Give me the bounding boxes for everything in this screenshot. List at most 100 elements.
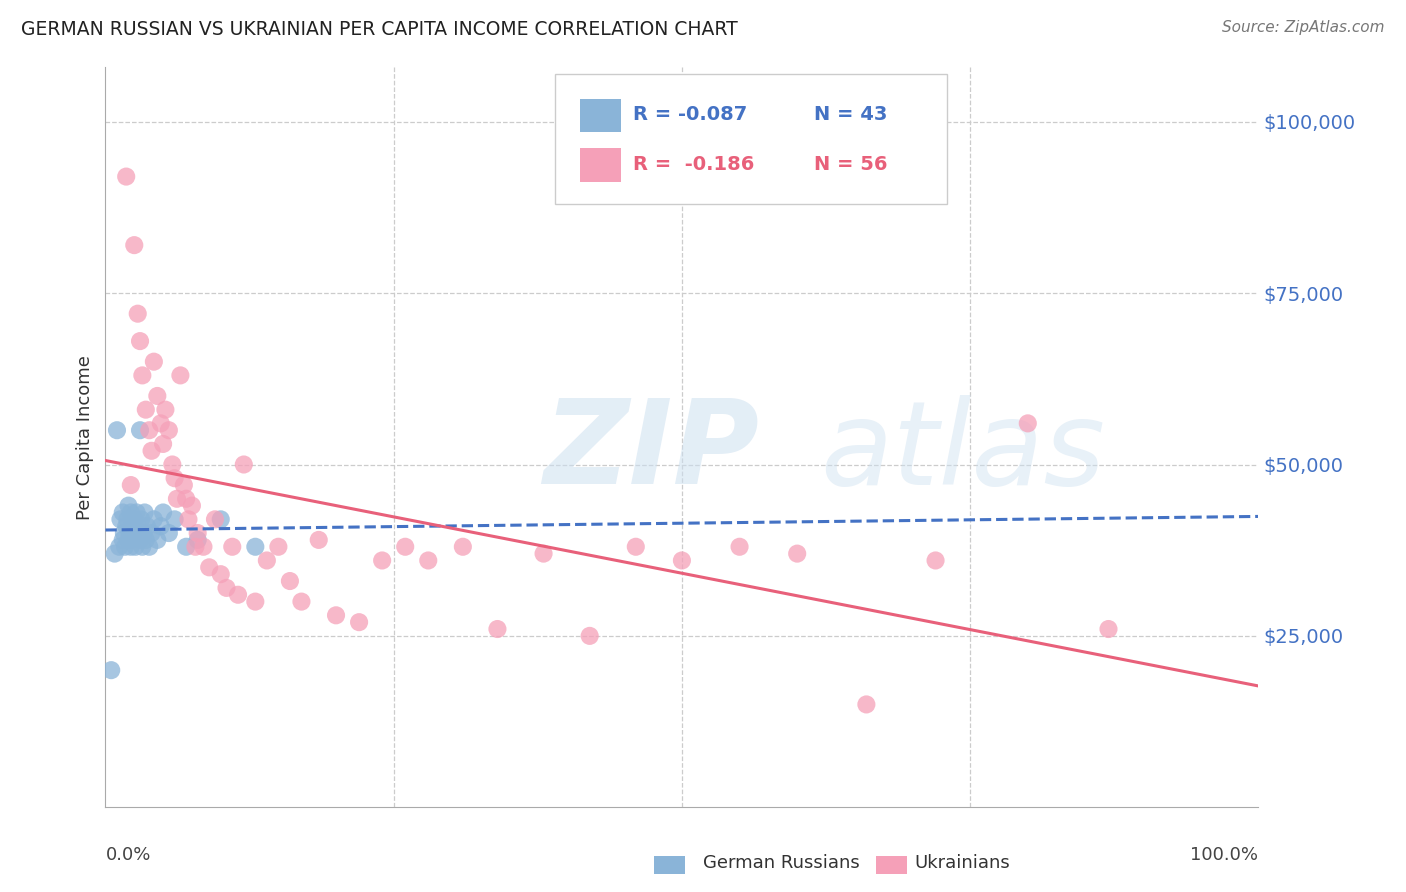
- Point: [142, 512, 165, 526]
- Text: Ukrainians: Ukrainians: [914, 855, 1010, 872]
- Point: [125, 506, 148, 520]
- Point: [127, 307, 149, 321]
- Point: [152, 437, 174, 451]
- Point: [124, 238, 146, 252]
- Point: [855, 698, 877, 712]
- Point: [124, 540, 146, 554]
- Point: [146, 389, 169, 403]
- Point: [166, 491, 188, 506]
- Point: [163, 471, 186, 485]
- Text: 0.0%: 0.0%: [105, 847, 150, 864]
- Point: [325, 608, 347, 623]
- Point: [174, 491, 197, 506]
- Point: [184, 540, 207, 554]
- Point: [278, 574, 301, 588]
- Point: [117, 533, 139, 547]
- Point: [786, 547, 808, 561]
- Point: [135, 402, 157, 417]
- Point: [100, 663, 122, 677]
- Point: [1017, 417, 1039, 431]
- Point: [533, 547, 555, 561]
- Point: [347, 615, 370, 630]
- Text: Source: ZipAtlas.com: Source: ZipAtlas.com: [1222, 20, 1385, 35]
- Point: [115, 519, 138, 533]
- Text: GERMAN RUSSIAN VS UKRAINIAN PER CAPITA INCOME CORRELATION CHART: GERMAN RUSSIAN VS UKRAINIAN PER CAPITA I…: [21, 20, 738, 38]
- Point: [671, 553, 693, 567]
- Point: [115, 169, 138, 184]
- Point: [131, 540, 153, 554]
- Point: [163, 512, 186, 526]
- Point: [141, 526, 163, 541]
- Point: [290, 594, 312, 608]
- Point: [149, 519, 172, 533]
- Point: [245, 594, 267, 608]
- Point: [578, 629, 600, 643]
- Text: N = 43: N = 43: [814, 104, 887, 124]
- Point: [114, 540, 136, 554]
- Point: [110, 512, 132, 526]
- Point: [149, 417, 172, 431]
- FancyBboxPatch shape: [581, 148, 621, 182]
- Point: [232, 458, 254, 472]
- Point: [221, 540, 243, 554]
- Point: [131, 368, 153, 383]
- FancyBboxPatch shape: [555, 74, 948, 204]
- Point: [451, 540, 474, 554]
- Point: [129, 533, 152, 547]
- Point: [127, 519, 149, 533]
- Point: [136, 519, 159, 533]
- Point: [162, 458, 184, 472]
- Point: [173, 478, 195, 492]
- Point: [117, 512, 139, 526]
- Point: [215, 581, 238, 595]
- Point: [198, 560, 221, 574]
- Point: [204, 512, 226, 526]
- Point: [132, 526, 155, 541]
- Point: [129, 334, 152, 348]
- Text: 100.0%: 100.0%: [1191, 847, 1258, 864]
- Text: N = 56: N = 56: [814, 155, 889, 174]
- Point: [418, 553, 440, 567]
- Point: [924, 553, 946, 567]
- Y-axis label: Per Capita Income: Per Capita Income: [76, 355, 94, 519]
- Point: [138, 423, 160, 437]
- Point: [120, 506, 142, 520]
- Point: [486, 622, 509, 636]
- Point: [174, 540, 197, 554]
- Point: [226, 588, 249, 602]
- Text: atlas: atlas: [820, 395, 1105, 509]
- Point: [108, 540, 131, 554]
- Point: [180, 499, 204, 513]
- Point: [187, 533, 209, 547]
- Point: [129, 512, 152, 526]
- FancyBboxPatch shape: [581, 99, 621, 132]
- Point: [267, 540, 290, 554]
- Point: [111, 533, 134, 547]
- Point: [256, 553, 278, 567]
- Point: [120, 478, 142, 492]
- Point: [124, 512, 146, 526]
- Point: [112, 526, 135, 541]
- Point: [193, 540, 215, 554]
- Point: [157, 423, 180, 437]
- Point: [209, 567, 232, 582]
- Point: [121, 519, 143, 533]
- Point: [728, 540, 751, 554]
- Point: [177, 512, 200, 526]
- Point: [146, 533, 169, 547]
- Point: [371, 553, 394, 567]
- Point: [120, 540, 142, 554]
- Point: [134, 506, 156, 520]
- Text: R =  -0.186: R = -0.186: [634, 155, 755, 174]
- Point: [104, 547, 127, 561]
- Point: [155, 402, 177, 417]
- Point: [124, 526, 146, 541]
- Text: ZIP: ZIP: [544, 394, 759, 509]
- Text: R = -0.087: R = -0.087: [634, 104, 748, 124]
- Point: [121, 533, 143, 547]
- Point: [138, 540, 160, 554]
- Point: [118, 526, 141, 541]
- Text: German Russians: German Russians: [703, 855, 859, 872]
- Point: [624, 540, 647, 554]
- Point: [142, 354, 165, 368]
